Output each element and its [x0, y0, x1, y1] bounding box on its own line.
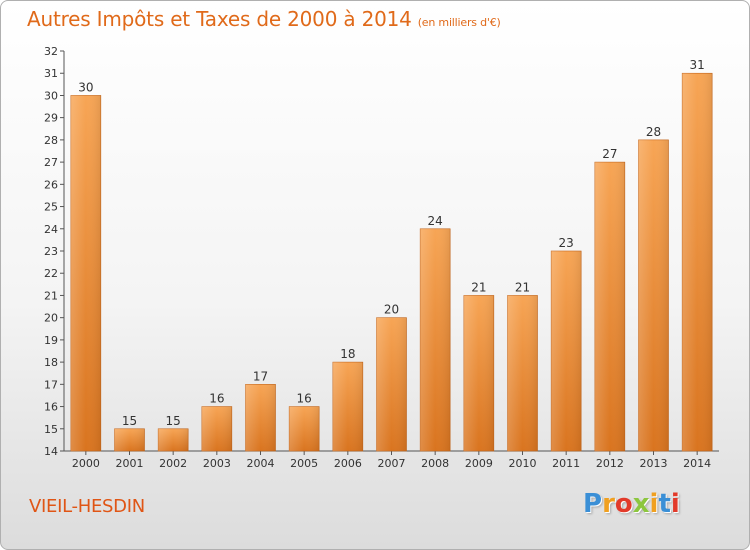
y-tick-label: 16 [44, 401, 58, 414]
x-tick-label: 2000 [72, 457, 100, 470]
y-tick-label: 14 [44, 445, 58, 458]
y-tick-label: 22 [44, 267, 58, 280]
bar-shade [594, 162, 625, 451]
data-label-2013: 28 [646, 125, 661, 139]
y-tick-label: 32 [44, 45, 58, 58]
logo-letter: x [632, 489, 650, 519]
data-label-2009: 21 [471, 280, 486, 294]
y-tick-label: 17 [44, 378, 58, 391]
y-tick-label: 15 [44, 423, 58, 436]
y-tick-label: 19 [44, 334, 58, 347]
y-tick-label: 27 [44, 156, 58, 169]
logo-letter: r [602, 489, 615, 519]
x-tick-label: 2001 [116, 457, 144, 470]
x-tick-label: 2002 [159, 457, 187, 470]
data-label-2008: 24 [428, 214, 443, 228]
data-label-2010: 21 [515, 280, 530, 294]
bar-shade [201, 406, 232, 451]
data-label-2012: 27 [602, 147, 617, 161]
logo-letter: P [583, 489, 603, 519]
chart-unit: (en milliers d'€) [417, 16, 501, 29]
x-tick-label: 2004 [247, 457, 275, 470]
x-tick-label: 2005 [290, 457, 318, 470]
data-label-2004: 17 [253, 369, 268, 383]
logo-letter: i [649, 489, 659, 519]
bar-shade [114, 428, 145, 451]
logo-letter: t [658, 489, 671, 519]
data-label-2005: 16 [297, 392, 312, 406]
proxiti-logo: Proxiti [583, 489, 680, 519]
x-tick-label: 2008 [421, 457, 449, 470]
bar-shade [551, 251, 582, 451]
y-tick-label: 18 [44, 356, 58, 369]
chart-title: Autres Impôts et Taxes de 2000 à 2014 (en… [27, 7, 501, 31]
x-tick-label: 2013 [640, 457, 668, 470]
y-tick-label: 24 [44, 223, 58, 236]
bar-shade [682, 73, 713, 451]
data-label-2003: 16 [209, 392, 224, 406]
x-tick-label: 2007 [378, 457, 406, 470]
data-label-2014: 31 [690, 58, 705, 72]
bar-shade [158, 428, 189, 451]
place-name: VIEIL-HESDIN [29, 496, 145, 517]
bar-shade [70, 95, 101, 451]
chart-title-text: Autres Impôts et Taxes de 2000 à 2014 [27, 7, 412, 31]
y-tick-label: 29 [44, 112, 58, 125]
x-tick-label: 2006 [334, 457, 362, 470]
y-tick-label: 23 [44, 245, 58, 258]
y-tick-label: 20 [44, 312, 58, 325]
logo-letter: i [670, 489, 680, 519]
data-label-2011: 23 [559, 236, 574, 250]
bar-shade [245, 384, 276, 451]
bar-shade [507, 295, 538, 451]
y-tick-label: 26 [44, 178, 58, 191]
x-tick-label: 2012 [596, 457, 624, 470]
y-tick-label: 31 [44, 67, 58, 80]
x-tick-label: 2014 [683, 457, 711, 470]
data-label-2001: 15 [122, 414, 137, 428]
bar-shade [376, 317, 407, 451]
bar-shade [289, 406, 320, 451]
data-label-2000: 30 [78, 80, 93, 94]
y-tick-label: 28 [44, 134, 58, 147]
y-tick-label: 21 [44, 289, 58, 302]
data-label-2006: 18 [340, 347, 355, 361]
y-tick-label: 25 [44, 201, 58, 214]
x-tick-label: 2003 [203, 457, 231, 470]
data-label-2002: 15 [166, 414, 181, 428]
x-tick-label: 2011 [552, 457, 580, 470]
y-tick-label: 30 [44, 89, 58, 102]
bar-shade [638, 139, 669, 451]
x-tick-label: 2009 [465, 457, 493, 470]
bar-shade [332, 362, 363, 451]
bar-shade [420, 228, 451, 451]
x-tick-label: 2010 [509, 457, 537, 470]
bar-shade [463, 295, 494, 451]
logo-letter: o [614, 489, 633, 519]
data-label-2007: 20 [384, 303, 399, 317]
